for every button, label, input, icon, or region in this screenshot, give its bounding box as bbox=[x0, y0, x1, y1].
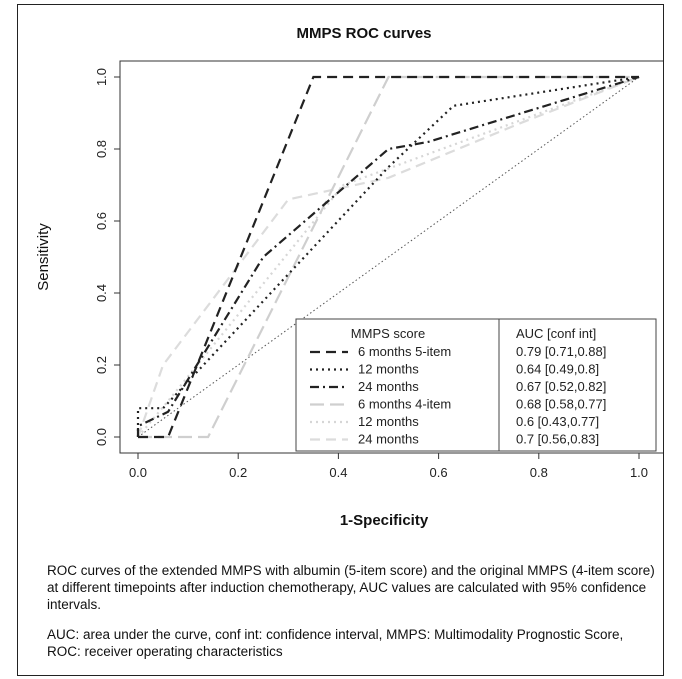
roc-series-line bbox=[138, 75, 639, 439]
figure-caption: ROC curves of the extended MMPS with alb… bbox=[47, 563, 655, 612]
legend-entry-label: 12 months bbox=[358, 414, 419, 429]
roc-series-line bbox=[136, 75, 640, 437]
x-tick-label: 0.8 bbox=[530, 465, 548, 480]
reference-diagonal bbox=[137, 76, 640, 438]
y-tick-label: 0.6 bbox=[94, 212, 109, 230]
legend: MMPS score AUC [conf int] 6 months 5-item 0… bbox=[295, 318, 657, 452]
y-tick-label: 0.4 bbox=[94, 284, 109, 302]
roc-series-line bbox=[136, 75, 640, 438]
x-tick-label: 1.0 bbox=[630, 465, 648, 480]
auc-value: 0.7 [0.56,0.83] bbox=[516, 432, 599, 447]
axes: 0.0 0.2 0.4 0.6 0.8 1.0 0.0 0.2 0.4 0.6 0.8 1.0 bbox=[94, 68, 648, 480]
roc-series-line bbox=[136, 75, 640, 437]
figure-frame: MMPS ROC curves 0.0 0.2 0.4 0.6 0.8 1.0 0.0 0.2… bbox=[17, 4, 664, 676]
chart-title: MMPS ROC curves bbox=[296, 25, 431, 42]
y-axis-label: Sensitivity bbox=[35, 223, 52, 291]
auc-value: 0.68 [0.58,0.77] bbox=[516, 397, 606, 412]
legend-box bbox=[295, 318, 501, 452]
x-tick-label: 0.6 bbox=[430, 465, 448, 480]
auc-value: 0.79 [0.71,0.88] bbox=[516, 344, 606, 359]
y-tick-label: 0.0 bbox=[94, 428, 109, 446]
y-tick-label: 1.0 bbox=[94, 68, 109, 86]
legend-entry-label: 24 months bbox=[358, 432, 419, 447]
legend-entry-label: 6 months 4-item bbox=[358, 397, 451, 412]
auc-value: 0.67 [0.52,0.82] bbox=[516, 379, 606, 394]
x-tick-label: 0.4 bbox=[329, 465, 347, 480]
roc-series-line bbox=[138, 75, 639, 439]
legend-entry-label: 24 months bbox=[358, 379, 419, 394]
y-tick-label: 0.2 bbox=[94, 356, 109, 374]
auc-value: 0.64 [0.49,0.8] bbox=[516, 362, 599, 377]
series-layer bbox=[136, 75, 640, 439]
x-tick-label: 0.0 bbox=[129, 465, 147, 480]
y-tick-label: 0.8 bbox=[94, 140, 109, 158]
abbreviations-note: AUC: area under the curve, conf int: con… bbox=[47, 627, 624, 659]
x-axis-label: 1-Specificity bbox=[340, 512, 429, 529]
legend-entry-label: 6 months 5-item bbox=[358, 344, 451, 359]
roc-series-line bbox=[137, 75, 640, 438]
legend-title: MMPS score bbox=[351, 326, 425, 341]
auc-value: 0.6 [0.43,0.77] bbox=[516, 414, 599, 429]
auc-box bbox=[498, 318, 657, 452]
roc-chart: MMPS ROC curves 0.0 0.2 0.4 0.6 0.8 1.0 0.0 0.2… bbox=[35, 25, 663, 529]
x-tick-label: 0.2 bbox=[229, 465, 247, 480]
auc-header: AUC [conf int] bbox=[516, 326, 596, 341]
legend-entry-label: 12 months bbox=[358, 362, 419, 377]
